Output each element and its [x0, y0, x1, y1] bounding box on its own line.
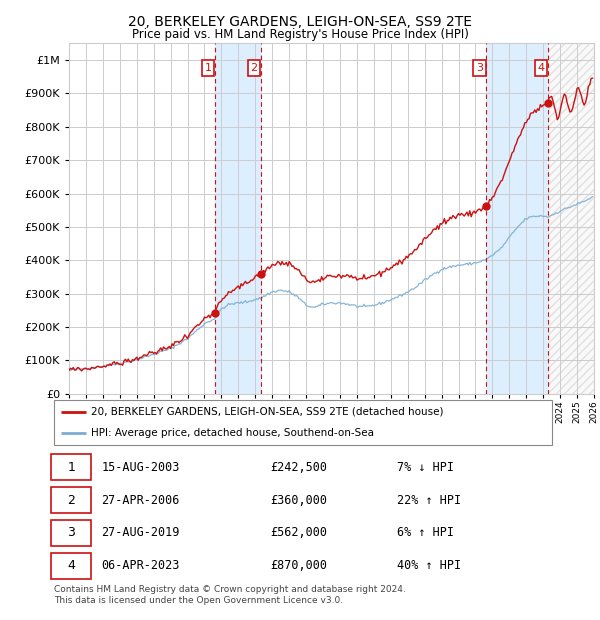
Text: 15-AUG-2003: 15-AUG-2003 [101, 461, 180, 474]
Text: 20, BERKELEY GARDENS, LEIGH-ON-SEA, SS9 2TE (detached house): 20, BERKELEY GARDENS, LEIGH-ON-SEA, SS9 … [91, 407, 444, 417]
Text: £562,000: £562,000 [271, 526, 328, 539]
Text: 4: 4 [538, 63, 545, 73]
Text: 20, BERKELEY GARDENS, LEIGH-ON-SEA, SS9 2TE: 20, BERKELEY GARDENS, LEIGH-ON-SEA, SS9 … [128, 16, 472, 30]
Text: 6% ↑ HPI: 6% ↑ HPI [397, 526, 454, 539]
Text: 2: 2 [250, 63, 257, 73]
Text: 4: 4 [67, 559, 75, 572]
Bar [487, 43, 548, 394]
Text: 22% ↑ HPI: 22% ↑ HPI [397, 494, 461, 507]
Text: 27-AUG-2019: 27-AUG-2019 [101, 526, 180, 539]
FancyBboxPatch shape [52, 487, 91, 513]
Text: Price paid vs. HM Land Registry's House Price Index (HPI): Price paid vs. HM Land Registry's House … [131, 28, 469, 41]
Text: 3: 3 [67, 526, 75, 539]
Text: 27-APR-2006: 27-APR-2006 [101, 494, 180, 507]
Bar [548, 43, 594, 394]
Text: 7% ↓ HPI: 7% ↓ HPI [397, 461, 454, 474]
FancyBboxPatch shape [52, 553, 91, 578]
FancyBboxPatch shape [54, 400, 552, 445]
Text: £242,500: £242,500 [271, 461, 328, 474]
Text: 3: 3 [476, 63, 483, 73]
Text: 40% ↑ HPI: 40% ↑ HPI [397, 559, 461, 572]
Text: 06-APR-2023: 06-APR-2023 [101, 559, 180, 572]
Text: 1: 1 [67, 461, 75, 474]
Text: 1: 1 [205, 63, 212, 73]
Bar [548, 43, 594, 394]
Text: Contains HM Land Registry data © Crown copyright and database right 2024.
This d: Contains HM Land Registry data © Crown c… [54, 585, 406, 604]
Text: HPI: Average price, detached house, Southend-on-Sea: HPI: Average price, detached house, Sout… [91, 428, 374, 438]
Bar [215, 43, 261, 394]
Text: £870,000: £870,000 [271, 559, 328, 572]
FancyBboxPatch shape [52, 520, 91, 546]
Text: £360,000: £360,000 [271, 494, 328, 507]
FancyBboxPatch shape [52, 454, 91, 480]
Text: 2: 2 [67, 494, 75, 507]
